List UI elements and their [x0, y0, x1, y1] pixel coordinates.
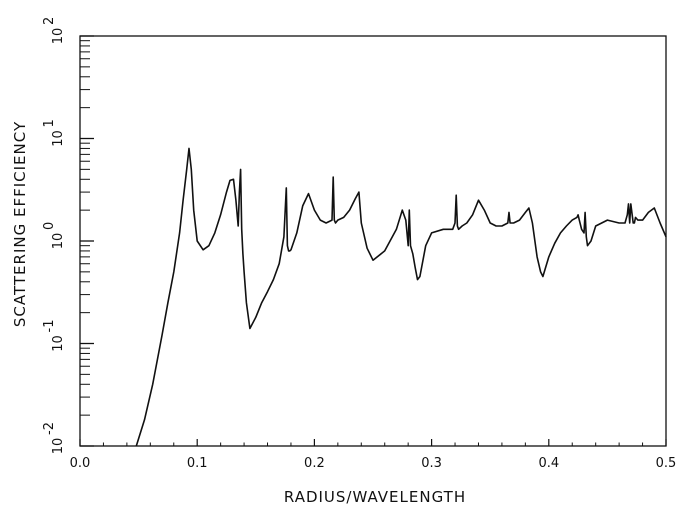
x-tick-label: 0.2 — [304, 456, 325, 471]
y-tick-label: 10-2 — [42, 422, 66, 454]
plot-frame — [79, 35, 667, 447]
y-tick-base: 10 — [51, 28, 66, 45]
x-tick-label: 0.5 — [656, 456, 677, 471]
ticks-layer — [79, 35, 667, 447]
y-tick-exponent: 2 — [42, 17, 57, 25]
y-tick-base: 10 — [51, 335, 66, 352]
y-axis-label: SCATTERING EFFICIENCY — [11, 121, 29, 327]
x-tick-label: 0.4 — [538, 456, 559, 471]
y-tick-exponent: 0 — [42, 222, 57, 230]
y-tick-label: 10-1 — [42, 320, 66, 352]
y-tick-base: 10 — [51, 233, 66, 250]
y-tick-label: 101 — [42, 119, 66, 147]
series-0-line — [135, 147, 667, 447]
y-tick-exponent: 1 — [42, 119, 57, 127]
y-tick-exponent: -2 — [42, 422, 57, 435]
x-tick-label: 0.3 — [421, 456, 442, 471]
y-tick-label: 102 — [42, 17, 66, 45]
x-tick-label: 0.1 — [187, 456, 208, 471]
y-tick-exponent: -1 — [42, 320, 57, 333]
x-tick-labels: 0.0 0.1 0.2 0.3 0.4 0.5 — [70, 456, 677, 471]
x-axis-label: RADIUS/WAVELENGTH — [284, 488, 466, 506]
x-tick-label: 0.0 — [70, 456, 91, 471]
y-tick-base: 10 — [51, 438, 66, 455]
y-tick-label: 100 — [42, 222, 66, 250]
y-tick-base: 10 — [51, 130, 66, 147]
